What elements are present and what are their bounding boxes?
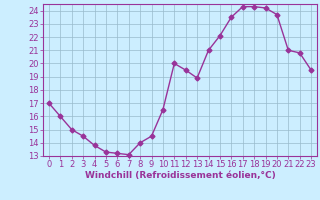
X-axis label: Windchill (Refroidissement éolien,°C): Windchill (Refroidissement éolien,°C) xyxy=(84,171,276,180)
